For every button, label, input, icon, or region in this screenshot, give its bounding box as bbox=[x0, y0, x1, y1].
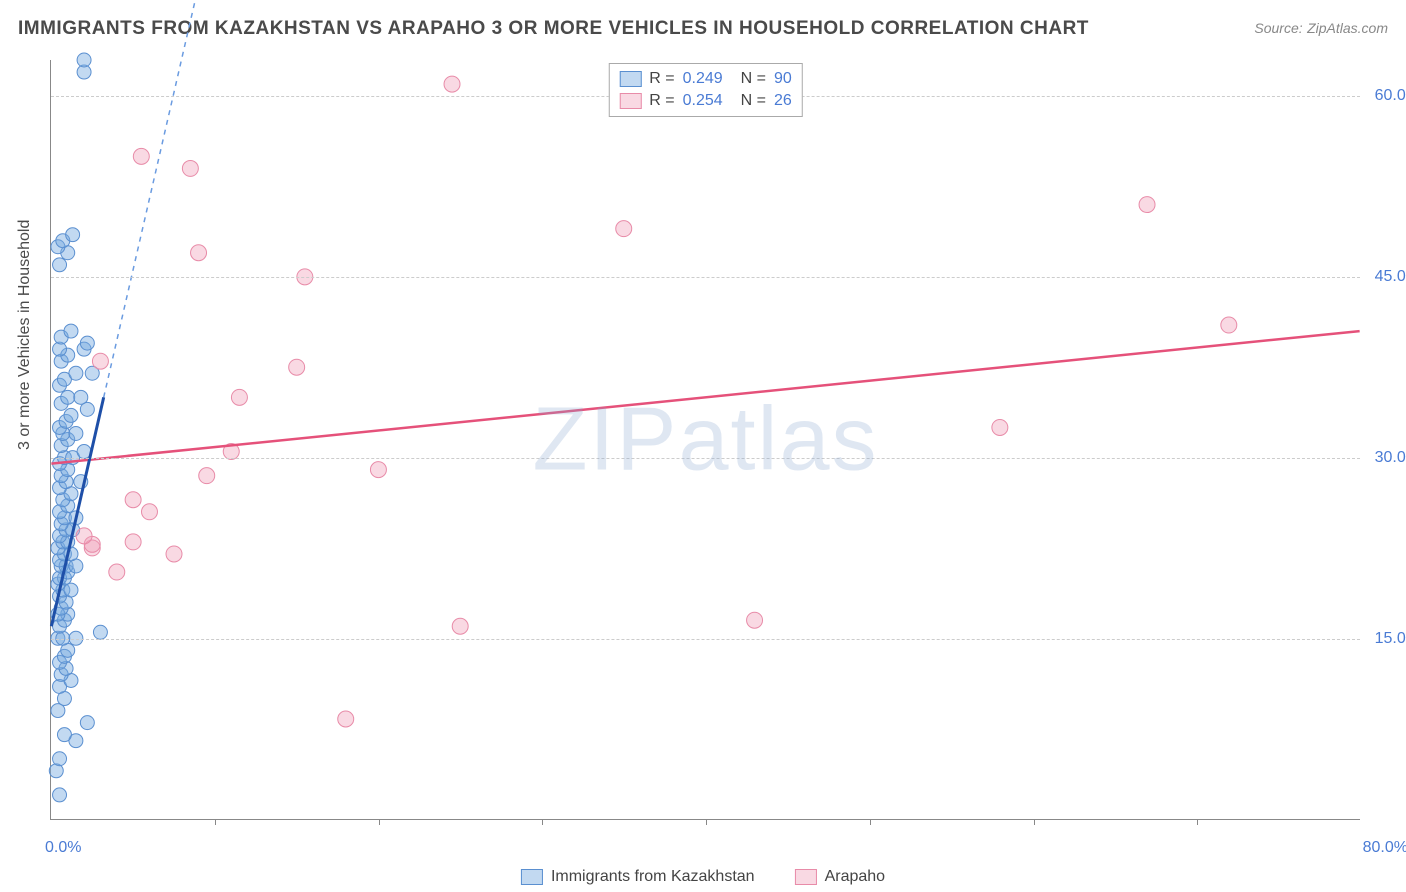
xtick bbox=[542, 819, 543, 825]
scatter-point bbox=[166, 546, 182, 562]
legend-label-1: Immigrants from Kazakhstan bbox=[551, 868, 755, 886]
stats-row-series1: R = 0.249 N = 90 bbox=[619, 68, 791, 90]
ytick-label: 45.0% bbox=[1375, 268, 1406, 286]
xtick bbox=[870, 819, 871, 825]
ytick-label: 15.0% bbox=[1375, 630, 1406, 648]
scatter-point bbox=[80, 716, 94, 730]
plot-area: ZIPatlas R = 0.249 N = 90 R = 0.254 N = … bbox=[50, 60, 1360, 820]
scatter-point bbox=[1221, 317, 1237, 333]
scatter-point bbox=[53, 752, 67, 766]
scatter-point bbox=[231, 389, 247, 405]
n-value-2: 26 bbox=[774, 92, 792, 110]
scatter-point bbox=[370, 462, 386, 478]
stats-legend: R = 0.249 N = 90 R = 0.254 N = 26 bbox=[608, 63, 802, 117]
scatter-point bbox=[191, 245, 207, 261]
legend-item-1: Immigrants from Kazakhstan bbox=[521, 868, 755, 886]
xtick bbox=[379, 819, 380, 825]
scatter-point bbox=[64, 324, 78, 338]
r-value-1: 0.249 bbox=[683, 70, 733, 88]
scatter-point bbox=[61, 390, 75, 404]
scatter-point bbox=[74, 390, 88, 404]
scatter-point bbox=[92, 353, 108, 369]
xtick bbox=[1197, 819, 1198, 825]
scatter-point bbox=[747, 612, 763, 628]
ytick-label: 60.0% bbox=[1375, 87, 1406, 105]
legend-swatch-pink bbox=[795, 869, 817, 885]
r-label: R = bbox=[649, 92, 674, 110]
scatter-point bbox=[125, 492, 141, 508]
scatter-point bbox=[53, 788, 67, 802]
r-label: R = bbox=[649, 70, 674, 88]
scatter-point bbox=[141, 504, 157, 520]
scatter-point bbox=[93, 625, 107, 639]
scatter-point bbox=[69, 426, 83, 440]
scatter-point bbox=[125, 534, 141, 550]
legend-swatch-blue bbox=[619, 71, 641, 87]
scatter-point bbox=[338, 711, 354, 727]
scatter-point bbox=[57, 728, 71, 742]
source-value: ZipAtlas.com bbox=[1307, 20, 1388, 36]
n-label: N = bbox=[741, 70, 766, 88]
xtick bbox=[1034, 819, 1035, 825]
scatter-point bbox=[109, 564, 125, 580]
scatter-point bbox=[992, 419, 1008, 435]
stats-row-series2: R = 0.254 N = 26 bbox=[619, 90, 791, 112]
gridline-h bbox=[51, 458, 1360, 459]
legend-swatch-pink bbox=[619, 93, 641, 109]
legend-item-2: Arapaho bbox=[795, 868, 886, 886]
scatter-point bbox=[616, 221, 632, 237]
trend-line-blue-dashed bbox=[104, 0, 223, 397]
scatter-point bbox=[199, 468, 215, 484]
xtick bbox=[215, 819, 216, 825]
scatter-point bbox=[53, 258, 67, 272]
gridline-h bbox=[51, 277, 1360, 278]
scatter-point bbox=[80, 336, 94, 350]
r-value-2: 0.254 bbox=[683, 92, 733, 110]
legend-bottom: Immigrants from Kazakhstan Arapaho bbox=[521, 868, 885, 886]
scatter-point bbox=[64, 408, 78, 422]
scatter-point bbox=[133, 148, 149, 164]
source-citation: Source: ZipAtlas.com bbox=[1254, 20, 1388, 38]
scatter-point bbox=[182, 160, 198, 176]
ytick-label: 30.0% bbox=[1375, 449, 1406, 467]
scatter-point bbox=[77, 53, 91, 67]
plot-svg bbox=[51, 60, 1360, 819]
n-label: N = bbox=[741, 92, 766, 110]
gridline-h bbox=[51, 639, 1360, 640]
scatter-point bbox=[1139, 197, 1155, 213]
scatter-point bbox=[452, 618, 468, 634]
scatter-point bbox=[76, 528, 92, 544]
scatter-point bbox=[69, 366, 83, 380]
xtick bbox=[706, 819, 707, 825]
legend-label-2: Arapaho bbox=[825, 868, 886, 886]
y-axis-label: 3 or more Vehicles in Household bbox=[16, 220, 34, 450]
scatter-point bbox=[66, 228, 80, 242]
chart-title: IMMIGRANTS FROM KAZAKHSTAN VS ARAPAHO 3 … bbox=[18, 18, 1089, 40]
scatter-point bbox=[444, 76, 460, 92]
xtick-label: 0.0% bbox=[45, 839, 81, 857]
n-value-1: 90 bbox=[774, 70, 792, 88]
xtick-label: 80.0% bbox=[1363, 839, 1406, 857]
source-label: Source: bbox=[1254, 20, 1302, 36]
scatter-point bbox=[289, 359, 305, 375]
legend-swatch-blue bbox=[521, 869, 543, 885]
